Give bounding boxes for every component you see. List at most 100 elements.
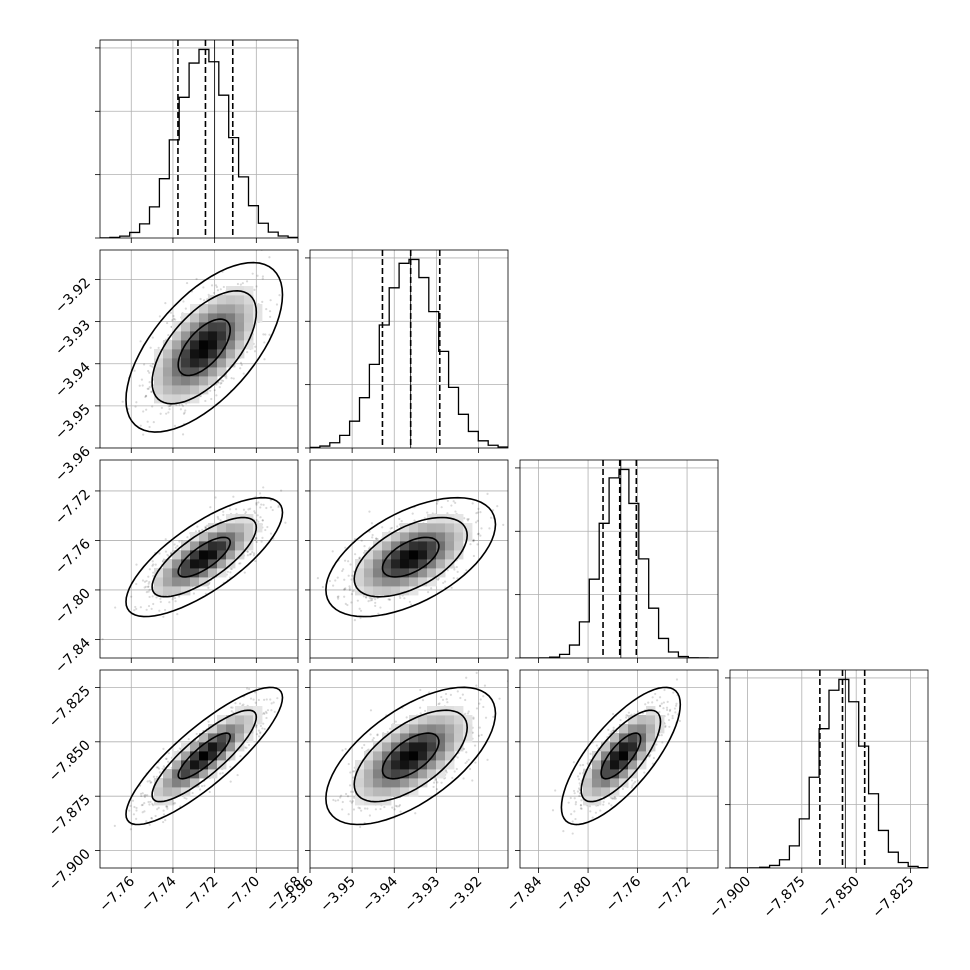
scatter-point bbox=[365, 596, 368, 599]
scatter-point bbox=[411, 512, 414, 515]
density-cell bbox=[382, 550, 392, 560]
scatter-panel-1-0: −3.96−3.95−3.94−3.93−3.92 bbox=[52, 249, 299, 485]
scatter-point bbox=[207, 720, 210, 723]
plot-area bbox=[520, 460, 718, 658]
scatter-point bbox=[261, 519, 264, 522]
scatter-point bbox=[344, 587, 347, 590]
plot-area bbox=[100, 250, 298, 448]
scatter-point bbox=[165, 757, 168, 760]
scatter-point bbox=[259, 506, 262, 509]
scatter-point bbox=[263, 358, 266, 361]
density-cell bbox=[154, 349, 164, 359]
scatter-point bbox=[358, 556, 361, 559]
scatter-point bbox=[176, 613, 179, 616]
scatter-point bbox=[358, 557, 361, 560]
scatter-point bbox=[144, 395, 147, 399]
scatter-point bbox=[169, 311, 173, 314]
density-cell bbox=[418, 523, 428, 533]
density-cell bbox=[436, 550, 446, 560]
scatter-point bbox=[139, 792, 143, 795]
scatter-point bbox=[142, 433, 145, 436]
scatter-point bbox=[334, 579, 337, 582]
scatter-point bbox=[352, 590, 355, 593]
scatter-point bbox=[141, 384, 144, 387]
scatter-point bbox=[133, 609, 136, 612]
scatter-point bbox=[465, 569, 468, 572]
scatter-point bbox=[229, 571, 232, 574]
density-cell bbox=[226, 331, 236, 341]
density-cell bbox=[364, 586, 374, 596]
density-cell bbox=[445, 550, 455, 560]
scatter-point bbox=[239, 283, 242, 286]
scatter-point bbox=[199, 395, 202, 398]
scatter-point bbox=[472, 539, 475, 542]
scatter-point bbox=[344, 602, 347, 605]
scatter-point bbox=[356, 599, 359, 602]
density-cell bbox=[235, 349, 245, 359]
density-cell bbox=[190, 367, 200, 377]
scatter-point bbox=[167, 760, 170, 763]
scatter-point bbox=[337, 595, 340, 598]
density-cell bbox=[253, 523, 263, 533]
density-cell bbox=[181, 394, 191, 404]
density-cell bbox=[208, 367, 218, 377]
scatter-point bbox=[256, 274, 259, 277]
scatter-point bbox=[171, 598, 174, 601]
density-cell bbox=[391, 532, 401, 542]
scatter-point bbox=[239, 367, 242, 370]
scatter-point bbox=[152, 563, 155, 566]
density-cell bbox=[463, 523, 473, 533]
scatter-point bbox=[134, 405, 137, 408]
scatter-point bbox=[364, 595, 368, 599]
scatter-point bbox=[214, 284, 218, 287]
density-cell bbox=[427, 523, 437, 533]
scatter-point bbox=[219, 382, 222, 385]
scatter-point bbox=[181, 433, 185, 436]
density-cell bbox=[163, 376, 173, 386]
density-cell bbox=[190, 559, 200, 569]
scatter-point bbox=[359, 616, 362, 620]
scatter-point bbox=[368, 596, 371, 599]
density-cell bbox=[391, 577, 401, 587]
scatter-point bbox=[370, 599, 374, 602]
density-cell bbox=[181, 349, 191, 359]
scatter-point bbox=[199, 297, 202, 301]
density-cell bbox=[208, 340, 218, 350]
scatter-point bbox=[210, 397, 213, 401]
density-cell bbox=[181, 367, 191, 377]
scatter-point bbox=[390, 526, 394, 530]
density-cell bbox=[190, 550, 200, 560]
contour-2-1-0 bbox=[381, 536, 440, 578]
scatter-point bbox=[140, 378, 144, 381]
scatter-point bbox=[141, 579, 145, 582]
scatter-point bbox=[477, 507, 480, 510]
scatter-point bbox=[145, 579, 148, 583]
scatter-point bbox=[332, 584, 335, 587]
density-cell bbox=[418, 577, 428, 587]
scatter-point bbox=[343, 595, 346, 598]
scatter-point bbox=[155, 596, 158, 599]
scatter-point bbox=[347, 574, 350, 577]
density-cell bbox=[382, 559, 392, 569]
density-cell bbox=[400, 550, 410, 560]
density-cell bbox=[208, 313, 218, 323]
scatter-point bbox=[215, 285, 219, 289]
scatter-point bbox=[164, 538, 167, 541]
scatter-point bbox=[446, 512, 449, 515]
density-cell bbox=[199, 577, 209, 587]
scatter-point bbox=[158, 771, 161, 774]
scatter-point bbox=[156, 766, 160, 769]
y-tick-label: −3.95 bbox=[52, 401, 94, 443]
scatter-point bbox=[229, 765, 232, 768]
scatter-point bbox=[157, 806, 160, 809]
density-cell bbox=[199, 322, 209, 332]
density-cell bbox=[244, 331, 254, 341]
contour-1-0-2 bbox=[125, 261, 284, 433]
scatter-point bbox=[245, 280, 249, 283]
scatter-point bbox=[170, 325, 173, 328]
scatter-point bbox=[139, 424, 142, 427]
density-cell bbox=[172, 358, 182, 368]
scatter-point bbox=[198, 529, 201, 532]
density-cell bbox=[409, 532, 419, 542]
density-cell bbox=[253, 304, 263, 314]
